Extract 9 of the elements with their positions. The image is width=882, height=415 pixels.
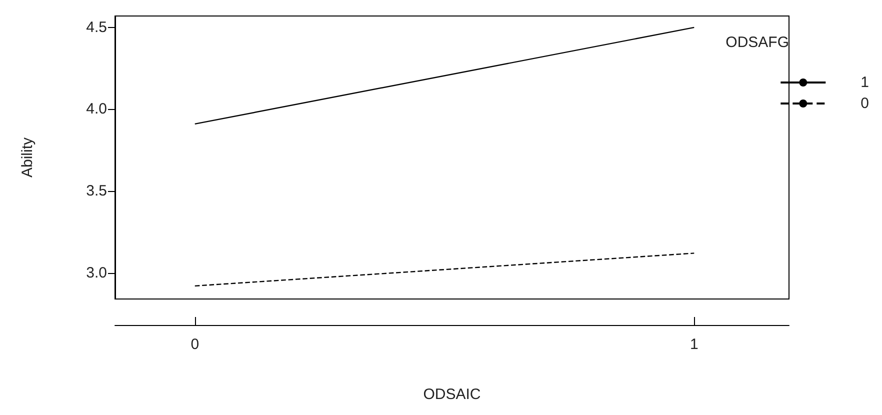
x-axis-title: ODSAIC — [423, 386, 481, 403]
y-axis-title: Ability — [19, 136, 36, 178]
y-tick-label: 3.5 — [86, 182, 107, 200]
legend-label: 1 — [860, 74, 869, 91]
y-tick-label: 4.5 — [86, 18, 107, 36]
legend-title: ODSAFG — [726, 34, 790, 51]
y-tick-label: 4.0 — [86, 100, 107, 118]
y-tick-label: 3.0 — [86, 264, 107, 282]
legend-label: 0 — [860, 95, 869, 112]
